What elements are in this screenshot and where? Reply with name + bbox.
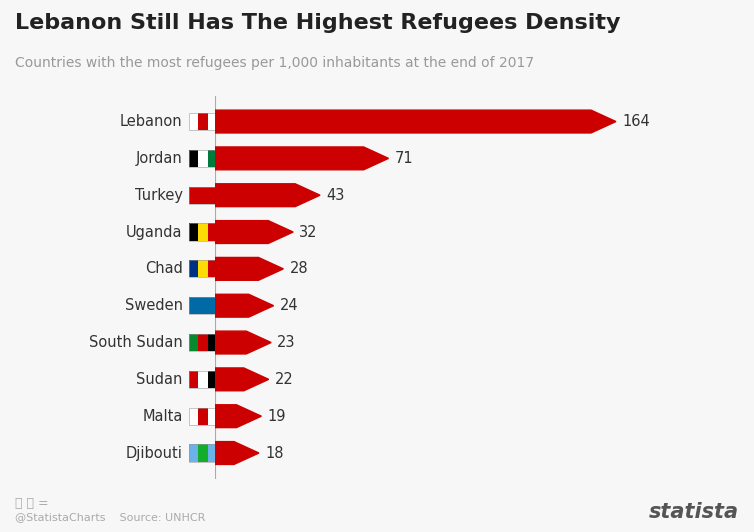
Bar [189, 444, 217, 462]
Bar [189, 113, 198, 130]
Bar [189, 334, 198, 351]
Bar [189, 260, 217, 277]
Bar [189, 334, 217, 351]
Text: Turkey: Turkey [135, 188, 182, 203]
Text: Ⓒ Ⓘ =: Ⓒ Ⓘ = [15, 497, 49, 510]
Bar [207, 371, 217, 388]
Text: 32: 32 [299, 225, 317, 239]
Polygon shape [215, 184, 320, 206]
Bar [189, 408, 217, 425]
Text: 71: 71 [394, 151, 413, 166]
Text: Lebanon: Lebanon [120, 114, 182, 129]
Bar [189, 371, 217, 388]
Bar [198, 150, 207, 167]
Bar [189, 297, 217, 314]
Bar [198, 334, 207, 351]
Bar [189, 150, 198, 167]
Polygon shape [215, 147, 388, 170]
Text: Malta: Malta [143, 409, 182, 423]
Text: 23: 23 [277, 335, 296, 350]
Bar [189, 444, 198, 462]
Bar [207, 334, 217, 351]
Bar [189, 260, 198, 277]
Text: South Sudan: South Sudan [89, 335, 182, 350]
Polygon shape [215, 331, 271, 354]
Text: Djibouti: Djibouti [126, 445, 182, 461]
Text: @StatistaCharts    Source: UNHCR: @StatistaCharts Source: UNHCR [15, 512, 205, 522]
Text: Sweden: Sweden [124, 298, 182, 313]
Bar [207, 297, 217, 314]
Text: Uganda: Uganda [126, 225, 182, 239]
Bar [207, 223, 217, 240]
Text: 19: 19 [268, 409, 286, 423]
Bar [189, 187, 198, 204]
Bar [198, 297, 207, 314]
Text: Chad: Chad [145, 261, 182, 276]
Bar [207, 150, 217, 167]
Polygon shape [215, 221, 293, 244]
Polygon shape [215, 368, 268, 391]
Bar [189, 408, 198, 425]
Bar [198, 260, 207, 277]
Polygon shape [215, 405, 262, 428]
Bar [189, 113, 217, 130]
Bar [198, 223, 207, 240]
Text: 22: 22 [274, 372, 293, 387]
Polygon shape [215, 294, 274, 317]
Text: 164: 164 [622, 114, 650, 129]
Bar [198, 113, 207, 130]
Bar [198, 408, 207, 425]
Bar [189, 223, 198, 240]
Text: 18: 18 [265, 445, 284, 461]
Text: 24: 24 [280, 298, 299, 313]
Bar [189, 223, 217, 240]
Text: 28: 28 [290, 261, 308, 276]
Bar [198, 444, 207, 462]
Text: Lebanon Still Has The Highest Refugees Density: Lebanon Still Has The Highest Refugees D… [15, 13, 621, 34]
Bar [207, 260, 217, 277]
Text: statista: statista [648, 502, 739, 522]
Text: Sudan: Sudan [136, 372, 182, 387]
Bar [207, 113, 217, 130]
Polygon shape [215, 110, 616, 133]
Bar [198, 187, 207, 204]
Bar [189, 187, 217, 204]
Polygon shape [215, 442, 259, 464]
Bar [207, 444, 217, 462]
Bar [189, 371, 198, 388]
Text: Jordan: Jordan [136, 151, 182, 166]
Polygon shape [215, 257, 284, 280]
Text: 43: 43 [326, 188, 345, 203]
Bar [198, 371, 207, 388]
Bar [207, 408, 217, 425]
Bar [189, 150, 217, 167]
Text: Countries with the most refugees per 1,000 inhabitants at the end of 2017: Countries with the most refugees per 1,0… [15, 56, 534, 70]
Bar [189, 297, 198, 314]
Bar [207, 187, 217, 204]
